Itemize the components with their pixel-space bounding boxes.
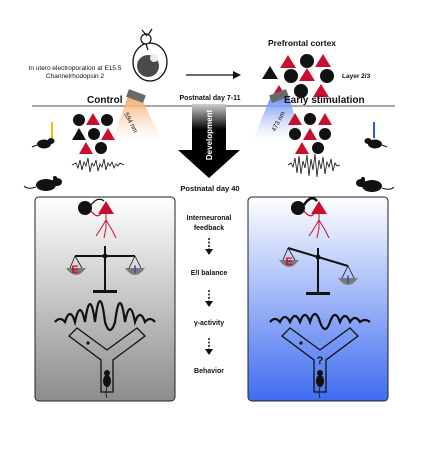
step-feedback-line2: feedback — [193, 225, 225, 232]
balance-scale-control — [66, 246, 145, 293]
blue-light-source — [252, 89, 302, 142]
panel-control — [34, 196, 176, 402]
postnatal-start-label: Postnatal day 7-11 — [179, 95, 241, 102]
mouse-adult-left-icon — [23, 176, 62, 191]
control-title: Control — [87, 95, 123, 106]
panel-early-stimulation — [247, 196, 389, 402]
cells-early-stimulation — [288, 113, 332, 154]
question-mark: ? — [317, 355, 324, 367]
flow-arrow-3 — [205, 338, 213, 355]
y-maze-control — [68, 327, 146, 399]
feedback-circuit-early-stimulation — [291, 197, 330, 239]
layer-label: Layer 2/3 — [342, 73, 371, 80]
development-label: Development — [205, 110, 214, 161]
e-label-right: E — [285, 256, 292, 268]
mouse-pup-left-icon — [31, 122, 55, 149]
gamma-wave-control — [54, 299, 156, 332]
step-ei-balance: E/I balance — [190, 270, 228, 277]
flow-arrow-2 — [205, 290, 213, 307]
electroporation-line1: In utero electroporation at E15.5 — [28, 65, 122, 72]
mouse-adult-right-icon — [356, 177, 395, 192]
lfp-trace-early-stimulation — [287, 153, 341, 178]
i-label-right: I — [346, 274, 349, 286]
y-maze-early-stimulation — [281, 327, 359, 399]
step-gamma-activity: γ-activity — [193, 320, 225, 327]
e-label-left: E — [71, 264, 78, 276]
i-label-left: I — [133, 264, 136, 276]
step-feedback: Interneuronal feedback — [172, 214, 246, 234]
electroporation-line2: Channelrhodopsin 2 — [45, 73, 105, 80]
region-title: Prefrontal cortex — [268, 38, 337, 48]
top-arrow — [186, 71, 241, 79]
early-stimulation-title: Early stimulation — [284, 95, 365, 106]
orange-light-source — [112, 89, 162, 142]
development-arrow — [178, 104, 240, 178]
mouse-pup-right-icon — [364, 122, 388, 149]
gamma-wave-early-stimulation — [269, 312, 371, 331]
step-behavior: Behavior — [194, 368, 224, 375]
cortex-cells-top — [262, 54, 334, 98]
lfp-trace-control — [71, 157, 125, 173]
flow-arrow-1 — [205, 238, 213, 255]
balance-scale-early-stimulation — [279, 247, 358, 295]
step-feedback-line1: Interneuronal — [186, 215, 232, 222]
postnatal-end-label: Postnatal day 40 — [180, 184, 240, 193]
embryo-icon — [132, 28, 168, 82]
feedback-circuit-control — [78, 198, 117, 239]
electroporation-label: In utero electroporation at E15.5 Channe… — [20, 65, 130, 81]
cells-control — [72, 113, 115, 154]
